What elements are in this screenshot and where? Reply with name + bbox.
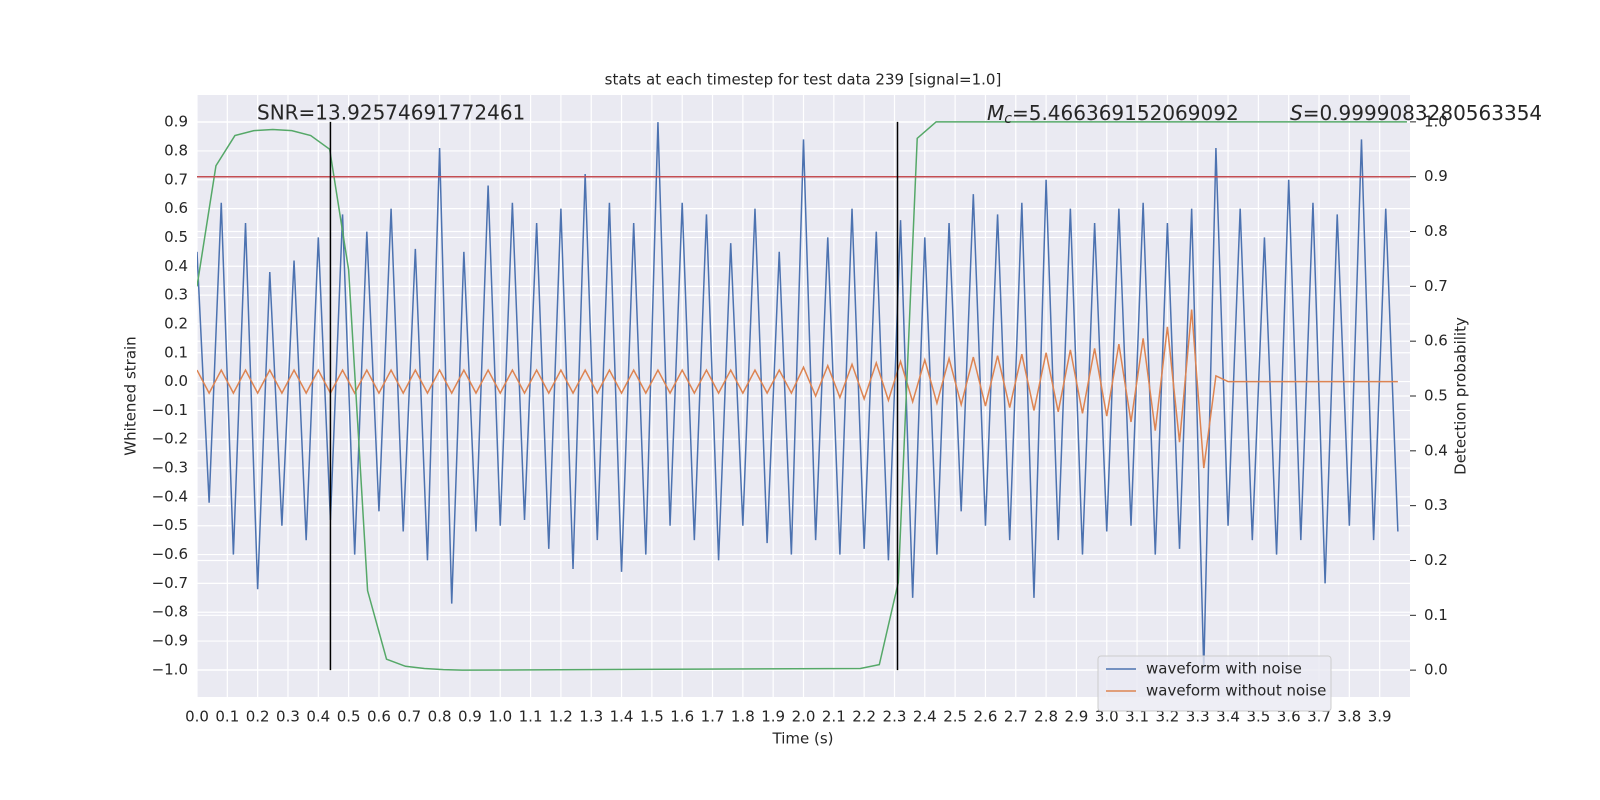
annotation: SNR=13.92574691772461 <box>257 101 525 125</box>
x-tick-label: 2.5 <box>943 708 967 726</box>
x-tick-label: 3.0 <box>1095 708 1119 726</box>
x-tick-label: 1.1 <box>519 708 543 726</box>
x-tick-label: 1.4 <box>610 708 634 726</box>
y-tick-label: 0.2 <box>164 314 188 332</box>
x-tick-label: 0.0 <box>185 708 209 726</box>
x-tick-label: 0.3 <box>276 708 300 726</box>
x-tick-label: 2.8 <box>1034 708 1058 726</box>
x-tick-label: 0.4 <box>306 708 330 726</box>
x-tick-label: 1.0 <box>488 708 512 726</box>
annotation-sub: c <box>1004 111 1012 127</box>
y-tick-label: 0.9 <box>164 113 188 131</box>
x-tick-label: 2.3 <box>883 708 907 726</box>
series-line <box>197 309 1398 469</box>
y-tick-label: 0.1 <box>164 343 188 361</box>
y2-tick-label: 0.6 <box>1424 332 1448 350</box>
marks <box>197 121 1410 671</box>
chart-title: stats at each timestep for test data 239… <box>605 71 1002 89</box>
y2-tick-label: 0.4 <box>1424 441 1448 459</box>
x-tick-label: 3.8 <box>1337 708 1361 726</box>
x-tick-label: 2.2 <box>852 708 876 726</box>
y2-tick-label: 1.0 <box>1424 112 1448 130</box>
x-tick-label: 1.7 <box>701 708 725 726</box>
y-tick-label: −0.8 <box>152 603 188 621</box>
y-tick-label: 0.0 <box>164 372 188 390</box>
x-tick-label: 0.5 <box>337 708 361 726</box>
legend-label: waveform with noise <box>1146 660 1302 678</box>
x-tick-label: 0.1 <box>215 708 239 726</box>
x-tick-label: 3.9 <box>1368 708 1392 726</box>
annotation: Mc=5.466369152069092 <box>987 101 1239 128</box>
annotation: S=0.9999083280563354 <box>1290 101 1542 125</box>
annotation-text: =5.466369152069092 <box>1012 101 1239 125</box>
y2-tick-label: 0.1 <box>1424 606 1448 624</box>
y-tick-label: −0.5 <box>152 516 188 534</box>
x-tick-label: 3.6 <box>1277 708 1301 726</box>
y2-tick-label: 0.5 <box>1424 387 1448 405</box>
annotation-text: =0.9999083280563354 <box>1303 101 1542 125</box>
y2-tick-label: 0.0 <box>1424 661 1448 679</box>
y-tick-label: −0.7 <box>152 574 188 592</box>
annotation-symbol: M <box>987 101 1004 125</box>
legend: waveform with noise waveform without nois… <box>1097 655 1332 712</box>
x-tick-label: 1.9 <box>761 708 785 726</box>
x-tick-label: 3.7 <box>1307 708 1331 726</box>
x-tick-label: 0.6 <box>367 708 391 726</box>
annotation-symbol: S <box>1290 101 1303 125</box>
y-tick-label: −0.1 <box>152 401 188 419</box>
x-tick-label: 0.2 <box>246 708 270 726</box>
x-tick-label: 3.2 <box>1155 708 1179 726</box>
x-tick-label: 3.3 <box>1186 708 1210 726</box>
x-tick-label: 0.9 <box>458 708 482 726</box>
y2-tick-label: 0.3 <box>1424 496 1448 514</box>
x-axis-label: Time (s) <box>772 730 834 748</box>
y-tick-label: 0.4 <box>164 257 188 275</box>
series-line <box>197 122 1399 670</box>
x-tick-label: 2.0 <box>792 708 816 726</box>
grid <box>196 95 1410 697</box>
x-tick-label: 1.8 <box>731 708 755 726</box>
y2-tick-label: 0.2 <box>1424 551 1448 569</box>
x-tick-label: 2.7 <box>1004 708 1028 726</box>
y-tick-label: 0.7 <box>164 170 188 188</box>
x-tick-label: 3.5 <box>1246 708 1270 726</box>
x-tick-label: 0.8 <box>428 708 452 726</box>
y2-tick-label: 0.9 <box>1424 167 1448 185</box>
y-tick-label: 0.6 <box>164 199 188 217</box>
y-tick-label: 0.3 <box>164 286 188 304</box>
x-tick-label: 1.3 <box>579 708 603 726</box>
y-tick-label: −0.4 <box>152 487 188 505</box>
y-axis-label: Whitened strain <box>122 336 140 455</box>
y-tick-label: −1.0 <box>152 660 188 678</box>
y2-tick-label: 0.8 <box>1424 222 1448 240</box>
y-tick-label: −0.9 <box>152 632 188 650</box>
y-tick-label: −0.6 <box>152 545 188 563</box>
x-tick-label: 1.6 <box>670 708 694 726</box>
x-tick-label: 2.9 <box>1064 708 1088 726</box>
y2-tick-label: 0.7 <box>1424 277 1448 295</box>
x-tick-label: 0.7 <box>397 708 421 726</box>
legend-box <box>1097 655 1332 712</box>
y-tick-label: −0.2 <box>152 430 188 448</box>
series-line <box>197 121 1407 671</box>
labels: 0.0 0.1 0.2 0.3 0.4 0.5 0.6 0.7 0.8 0.9 1.0 1.1 1.2 1… <box>152 112 1448 725</box>
y-tick-label: 0.8 <box>164 141 188 159</box>
x-tick-label: 2.1 <box>822 708 846 726</box>
x-tick-label: 2.4 <box>913 708 937 726</box>
x-tick-label: 1.5 <box>640 708 664 726</box>
x-tick-label: 3.1 <box>1125 708 1149 726</box>
x-tick-label: 2.6 <box>974 708 998 726</box>
legend-label: waveform without noise <box>1146 682 1326 700</box>
y-tick-label: −0.3 <box>152 459 188 477</box>
y-tick-label: 0.5 <box>164 228 188 246</box>
x-tick-label: 1.2 <box>549 708 573 726</box>
y2-axis-label: Detection probability <box>1452 317 1470 475</box>
x-tick-label: 3.4 <box>1216 708 1240 726</box>
